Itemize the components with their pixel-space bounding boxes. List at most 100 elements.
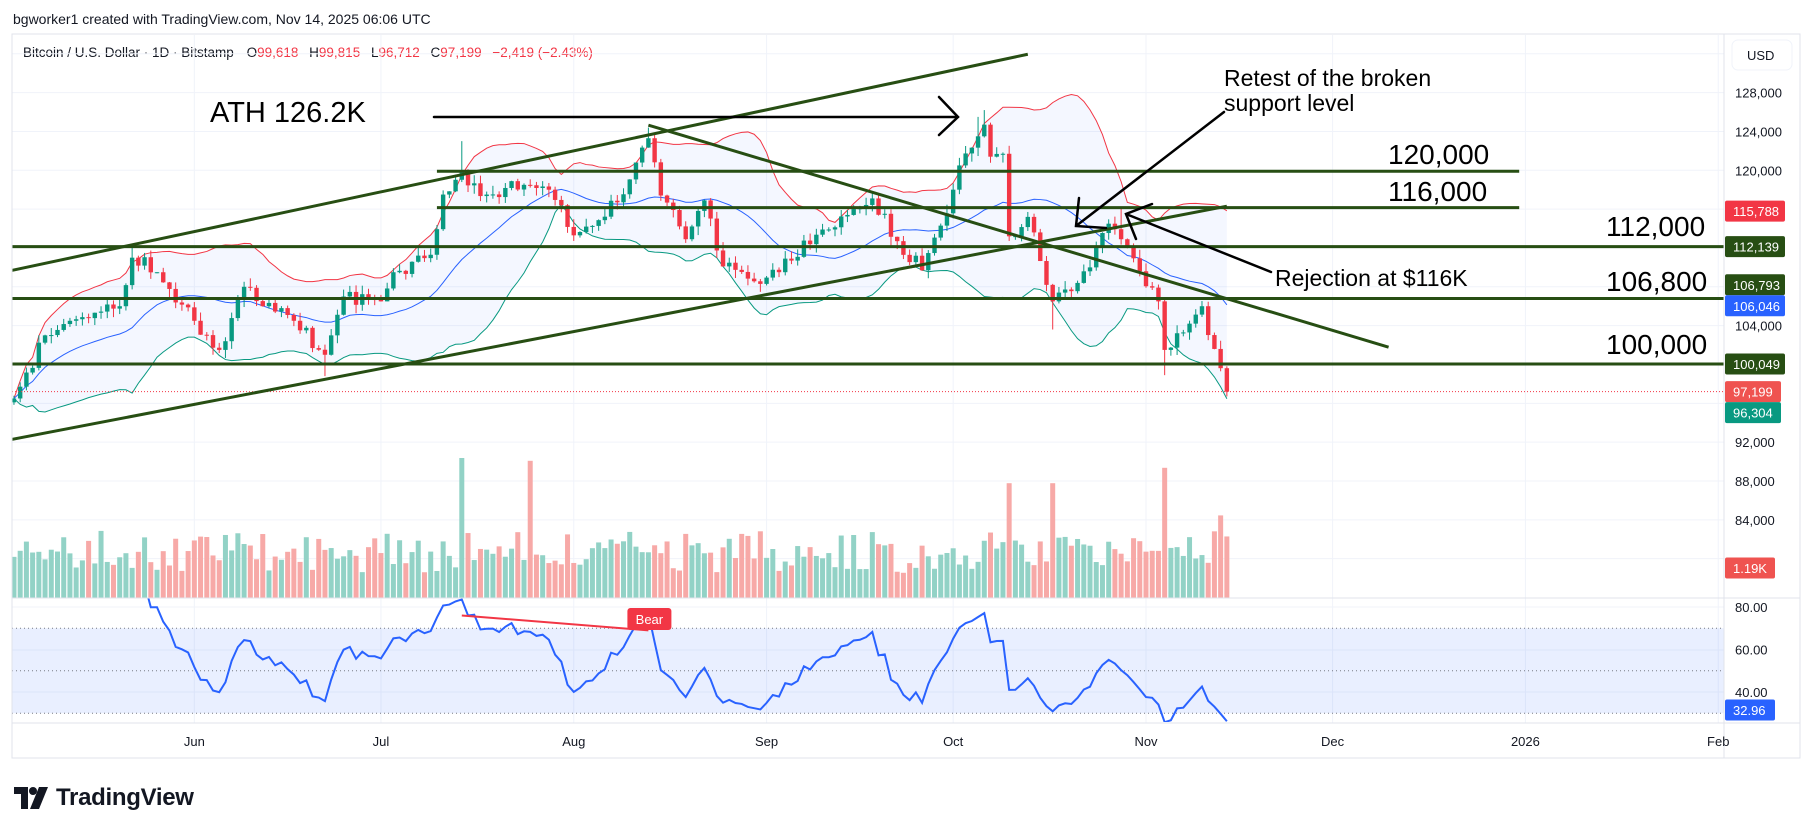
volume-bar [1168,547,1174,598]
volume-bar [1075,538,1081,598]
volume-bar [770,549,776,598]
annotation-arrows[interactable] [432,95,1273,274]
volume-bar [1211,531,1217,598]
candle-body [111,304,116,309]
candle-body [123,285,129,307]
volume-bar [129,567,135,598]
volume-bar [117,557,123,598]
candle-body [397,270,402,273]
volume-bar [776,570,782,598]
volume-bar [334,558,340,598]
price-axis-tick: 128,000 [1735,86,1782,101]
candle-body [55,329,60,336]
candle-body [1199,306,1205,315]
volume-bar [1031,565,1037,598]
candle-body [515,181,520,190]
volume-bar [142,537,148,598]
volume-badge-box [1725,557,1775,579]
candle-body [615,200,620,203]
candle-body [584,226,589,233]
volume-bar [1143,551,1149,598]
volume-bar [347,550,353,598]
ath-arrow[interactable] [432,95,960,137]
volume-bar [925,556,931,598]
volume-bar [851,535,857,598]
volume-bar [882,545,888,598]
price-badges: 115,788 112,139 106,793 106,046 100,049 97,19… [1725,200,1785,721]
candle-body [882,213,887,215]
candle-body [1062,289,1068,293]
volume-bar [801,556,807,598]
volume-bar [229,550,235,598]
trend-line[interactable] [8,52,1029,272]
candle-body [167,282,172,289]
candle-body [689,226,695,240]
price-badge-box [1725,381,1781,403]
volume-bar [956,564,962,598]
volume-bar [179,570,185,598]
volume-bar [247,545,253,598]
volume-bar [602,548,608,598]
candle-body [472,183,477,186]
time-axis[interactable]: Jun Jul Aug Sep Oct Nov Dec 2026 Feb [184,734,1730,749]
candle-body [148,257,153,273]
retest-arrow[interactable] [1074,110,1226,230]
candle-body [677,210,682,227]
candle-body [248,286,253,288]
volume-bar [272,556,278,598]
volume-bar [639,552,645,598]
level-label-120000: 120,000 [1388,139,1489,170]
candle-body [596,220,601,226]
candle-body [1150,286,1155,288]
currency-label[interactable]: USD [1747,48,1774,63]
candle-body [391,272,396,289]
candle-body [273,302,278,312]
high-label: H [309,45,319,60]
candle-body [12,398,17,403]
candle-body [851,209,856,215]
candle-body [1006,153,1012,237]
volume-bar [527,460,533,598]
rsi-axis-tick: 80.00 [1735,600,1768,615]
rejection-arrow[interactable] [1124,202,1273,274]
candle-body [117,306,122,309]
volume-bar [198,536,204,598]
volume-bar [378,553,384,598]
high-value: 99,815 [318,45,361,60]
candle-body [198,320,203,335]
change-value: −2,419 (−2.43%) [492,45,593,60]
volume-bar [166,565,172,598]
candle-body [92,312,98,319]
rsi-axis-tick: 60.00 [1735,643,1768,658]
time-axis-label: Oct [943,734,964,749]
volume-bar [502,556,508,598]
candle-body [521,184,527,190]
candle-body [496,194,502,198]
candle-body [434,229,440,255]
candle-body [422,255,427,259]
candle-body [745,271,751,279]
volume-bar [260,534,266,598]
volume-bar [1068,545,1074,598]
symbol-name[interactable]: Bitcoin / U.S. Dollar · 1D · Bitstamp [23,45,234,60]
volume-bar [820,558,826,598]
volume-bar [533,554,539,598]
trend-line[interactable] [647,123,1390,349]
currency-button[interactable] [1731,39,1793,71]
tradingview-logo[interactable]: TradingView [14,784,194,812]
candle-body [963,153,968,166]
candle-body [832,227,838,230]
drawings[interactable] [2,52,1814,441]
volume-bar [645,552,651,598]
price-axis[interactable]: USD 128,000 124,000 120,000 104,000 92,000 88… [1731,39,1793,700]
trend-line[interactable] [8,204,1228,441]
volume-bar [303,537,309,598]
rejection-label: Rejection at $116K [1275,265,1468,291]
candle-body [764,277,769,284]
tradingview-logo-text: TradingView [56,784,194,811]
level-label-106800: 106,800 [1606,266,1707,297]
candle-body [1137,258,1142,272]
volume-bar [652,545,658,598]
candle-body [944,213,950,226]
